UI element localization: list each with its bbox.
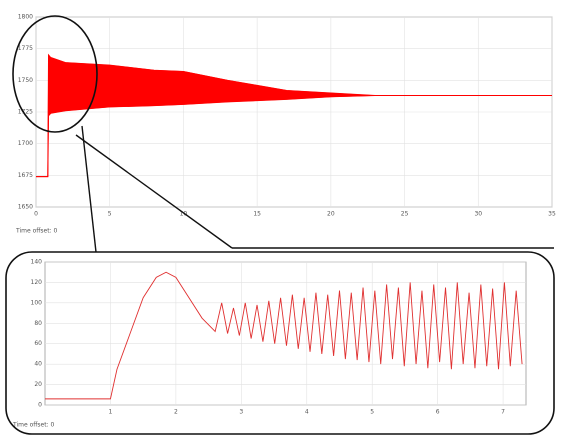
y-tick-label: 1675: [18, 172, 33, 179]
x-tick-label: 6: [436, 409, 440, 416]
x-tick-label: 4: [305, 409, 309, 416]
y-tick-label: 0: [38, 402, 42, 409]
x-tick-label: 5: [370, 409, 374, 416]
x-tick-label: 20: [327, 211, 335, 218]
x-tick-label: 5: [108, 211, 112, 218]
y-tick-label: 140: [31, 259, 43, 266]
envelope-line: [36, 95, 552, 178]
x-tick-label: 25: [401, 211, 409, 218]
x-tick-label: 7: [501, 409, 505, 416]
y-tick-label: 120: [31, 279, 43, 286]
annotation: Time offset: 0: [12, 422, 54, 429]
y-tick-label: 20: [34, 381, 42, 388]
envelope-line: [36, 53, 552, 178]
x-tick-label: 3: [239, 409, 243, 416]
y-tick-label: 1725: [18, 109, 33, 116]
x-tick-label: 2: [174, 409, 178, 416]
y-tick-label: 1650: [18, 204, 33, 211]
annotation: Time offset: 0: [15, 228, 57, 235]
x-tick-label: 1: [109, 409, 113, 416]
x-tick-label: 10: [180, 211, 188, 218]
y-tick-label: 60: [34, 340, 42, 347]
zoom-line: [75, 134, 233, 249]
y-tick-label: 100: [31, 299, 43, 306]
y-tick-label: 1750: [18, 77, 33, 84]
y-tick-label: 40: [34, 361, 42, 368]
y-tick-label: 1700: [18, 140, 33, 147]
signal-line: [45, 271, 523, 400]
y-tick-label: 1775: [18, 45, 33, 52]
x-tick-label: 0: [34, 211, 38, 218]
x-tick-label: 15: [253, 211, 261, 218]
x-tick-label: 30: [474, 211, 482, 218]
x-tick-label: 35: [548, 211, 556, 218]
y-tick-label: 80: [34, 320, 42, 327]
zoom-ellipse: [12, 15, 98, 133]
zoom-line: [81, 125, 97, 253]
y-tick-label: 1800: [18, 14, 33, 21]
